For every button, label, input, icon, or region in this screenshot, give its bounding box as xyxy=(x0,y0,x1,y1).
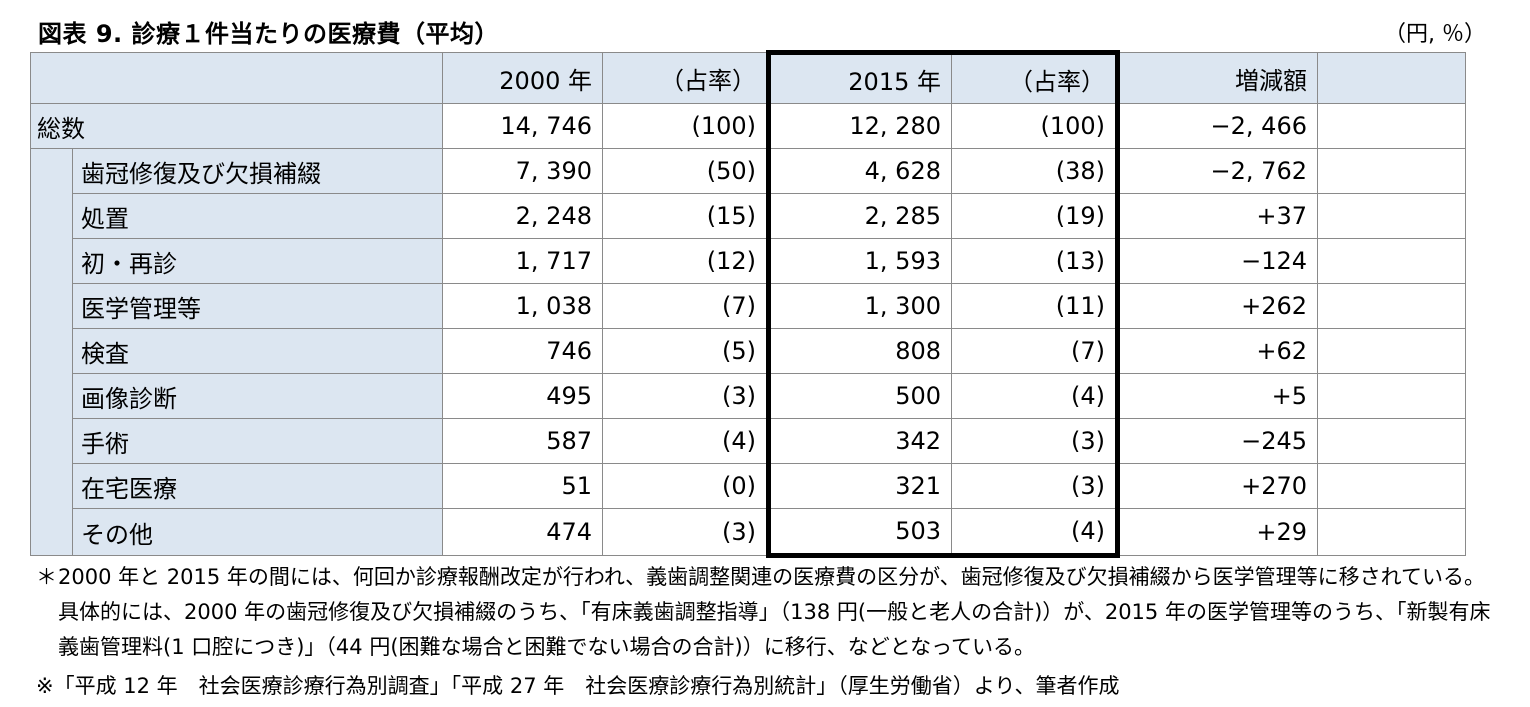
table-row: その他 474 (3) 503 (4) +29 xyxy=(30,508,1466,558)
row-diff: +29 xyxy=(1117,508,1318,556)
table-row: 医学管理等 1, 038 (7) 1, 300 (11) +262 xyxy=(30,283,1466,329)
row-label: 検査 xyxy=(72,328,443,374)
footnote-text: 2000 年と 2015 年の間には、何回か診療報酬改定が行われ、義歯調整関連の… xyxy=(58,565,1491,659)
row-share-2000: (4) xyxy=(602,418,769,464)
header-row: 2000 年 （占率） 2015 年 （占率） 増減額 xyxy=(30,50,1466,104)
row-diff: +5 xyxy=(1117,373,1318,419)
row-label: 歯冠修復及び欠損補綴 xyxy=(72,148,443,194)
figure-title: 図表 9. 診療１件当たりの医療費（平均） xyxy=(38,20,500,48)
row-share-2015: (4) xyxy=(951,508,1120,558)
row-label: 処置 xyxy=(72,193,443,239)
row-2000: 1, 038 xyxy=(442,283,603,329)
row-label: 初・再診 xyxy=(72,238,443,284)
total-2015: 12, 280 xyxy=(766,103,952,149)
total-label: 総数 xyxy=(30,103,443,149)
row-2015: 1, 300 xyxy=(766,283,952,329)
header-share-2000: （占率） xyxy=(602,52,769,104)
header-share-2015: （占率） xyxy=(951,50,1120,104)
medical-cost-table: 2000 年 （占率） 2015 年 （占率） 増減額 総数 14, 746 (… xyxy=(30,50,1466,558)
row-share-2000: (7) xyxy=(602,283,769,329)
total-2000: 14, 746 xyxy=(442,103,603,149)
table-row: 歯冠修復及び欠損補綴 7, 390 (50) 4, 628 (38) −2, 7… xyxy=(30,148,1466,194)
header-blank-right xyxy=(1317,52,1466,104)
row-2000: 474 xyxy=(442,508,603,556)
row-2000: 7, 390 xyxy=(442,148,603,194)
row-share-2015: (11) xyxy=(951,283,1120,329)
row-2000: 746 xyxy=(442,328,603,374)
row-2015: 500 xyxy=(766,373,952,419)
row-2000: 2, 248 xyxy=(442,193,603,239)
table-row: 画像診断 495 (3) 500 (4) +5 xyxy=(30,373,1466,419)
total-diff: −2, 466 xyxy=(1117,103,1318,149)
total-share-2015: (100) xyxy=(951,103,1120,149)
row-2015: 808 xyxy=(766,328,952,374)
row-share-2015: (13) xyxy=(951,238,1120,284)
row-diff: +262 xyxy=(1117,283,1318,329)
source-note: ※「平成 12 年 社会医療診療行為別調査」「平成 27 年 社会医療診療行為別… xyxy=(36,674,1120,698)
footnote-mark: ＊ xyxy=(36,565,57,589)
row-share-2000: (3) xyxy=(602,373,769,419)
row-label: 手術 xyxy=(72,418,443,464)
table-row: 処置 2, 248 (15) 2, 285 (19) +37 xyxy=(30,193,1466,239)
row-2000: 495 xyxy=(442,373,603,419)
row-share-2000: (50) xyxy=(602,148,769,194)
row-share-2000: (5) xyxy=(602,328,769,374)
row-2015: 321 xyxy=(766,463,952,509)
row-share-2015: (19) xyxy=(951,193,1120,239)
table-row-total: 総数 14, 746 (100) 12, 280 (100) −2, 466 xyxy=(30,103,1466,149)
table-row: 初・再診 1, 717 (12) 1, 593 (13) −124 xyxy=(30,238,1466,284)
row-label: 在宅医療 xyxy=(72,463,443,509)
row-2000: 587 xyxy=(442,418,603,464)
row-diff: +62 xyxy=(1117,328,1318,374)
row-diff: −245 xyxy=(1117,418,1318,464)
row-diff: −2, 762 xyxy=(1117,148,1318,194)
row-2000: 1, 717 xyxy=(442,238,603,284)
row-diff: −124 xyxy=(1117,238,1318,284)
row-2015: 342 xyxy=(766,418,952,464)
row-2000: 51 xyxy=(442,463,603,509)
header-blank-cell xyxy=(30,52,443,104)
total-share-2000: (100) xyxy=(602,103,769,149)
table-row: 在宅医療 51 (0) 321 (3) +270 xyxy=(30,463,1466,509)
row-label: 医学管理等 xyxy=(72,283,443,329)
header-2000: 2000 年 xyxy=(442,52,603,104)
total-blank-right xyxy=(1317,103,1466,149)
row-2015: 4, 628 xyxy=(766,148,952,194)
row-share-2015: (4) xyxy=(951,373,1120,419)
row-share-2000: (15) xyxy=(602,193,769,239)
row-label: 画像診断 xyxy=(72,373,443,419)
row-share-2000: (12) xyxy=(602,238,769,284)
row-share-2015: (3) xyxy=(951,463,1120,509)
row-diff: +37 xyxy=(1117,193,1318,239)
row-2015: 2, 285 xyxy=(766,193,952,239)
row-diff: +270 xyxy=(1117,463,1318,509)
header-diff: 増減額 xyxy=(1117,52,1318,104)
row-label: その他 xyxy=(72,508,443,556)
row-share-2000: (0) xyxy=(602,463,769,509)
table-row: 手術 587 (4) 342 (3) −245 xyxy=(30,418,1466,464)
unit-label: （円, ％） xyxy=(1384,22,1486,47)
row-2015: 503 xyxy=(766,508,952,558)
table-row: 検査 746 (5) 808 (7) +62 xyxy=(30,328,1466,374)
notes: ＊ 2000 年と 2015 年の間には、何回か診療報酬改定が行われ、義歯調整関… xyxy=(36,560,1506,704)
row-2015: 1, 593 xyxy=(766,238,952,284)
header-2015: 2015 年 xyxy=(766,50,952,104)
row-share-2015: (3) xyxy=(951,418,1120,464)
row-share-2000: (3) xyxy=(602,508,769,556)
footnote: ＊ 2000 年と 2015 年の間には、何回か診療報酬改定が行われ、義歯調整関… xyxy=(36,560,1506,665)
row-share-2015: (7) xyxy=(951,328,1120,374)
row-share-2015: (38) xyxy=(951,148,1120,194)
